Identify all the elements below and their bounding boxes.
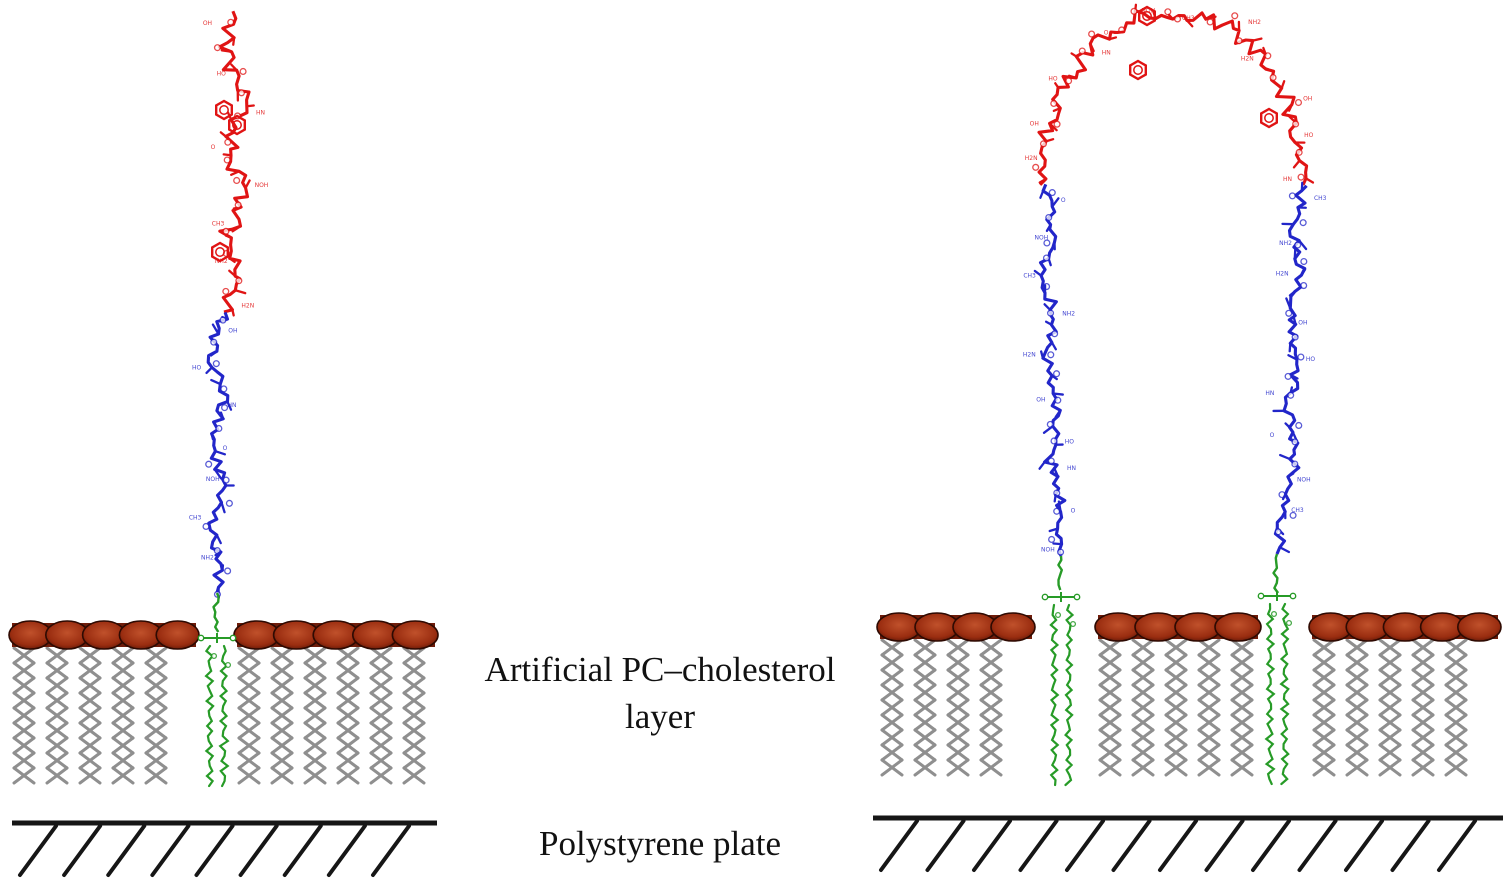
svg-text:OH: OH — [1298, 320, 1307, 327]
svg-text:HO: HO — [1048, 76, 1058, 83]
svg-text:H2N: H2N — [1023, 351, 1036, 358]
svg-text:NOH: NOH — [1034, 234, 1048, 241]
svg-text:HN: HN — [1265, 390, 1274, 397]
svg-text:NOH: NOH — [206, 476, 220, 483]
layer-label-line1: Artificial PC–cholesterol — [484, 650, 836, 689]
svg-text:HO: HO — [192, 365, 202, 372]
left-pc-cholesterol-layer — [8, 620, 439, 785]
right-pc-cholesterol-layer — [876, 612, 1502, 777]
svg-text:O: O — [1071, 507, 1076, 514]
svg-text:CH3: CH3 — [1182, 15, 1195, 22]
svg-text:OH: OH — [1303, 95, 1312, 102]
polystyrene-plate-label: Polystyrene plate — [538, 824, 782, 863]
svg-text:OH: OH — [228, 328, 237, 335]
svg-text:CH3: CH3 — [1291, 507, 1304, 514]
left-polystyrene-plate — [12, 820, 437, 877]
svg-text:HO: HO — [1304, 132, 1314, 139]
right-polystyrene-plate — [873, 815, 1503, 872]
svg-text:O: O — [1104, 29, 1109, 36]
svg-text:HN: HN — [256, 109, 265, 116]
svg-text:NH2: NH2 — [1248, 19, 1261, 26]
svg-text:CH3: CH3 — [189, 515, 202, 522]
svg-text:NOH: NOH — [1041, 546, 1055, 553]
svg-text:HN: HN — [1102, 49, 1111, 56]
svg-text:OH: OH — [1036, 396, 1045, 403]
svg-text:NOH: NOH — [1141, 8, 1155, 15]
svg-text:NH2: NH2 — [201, 554, 214, 561]
svg-text:HO: HO — [217, 71, 227, 78]
svg-text:H2N: H2N — [1276, 271, 1289, 278]
layer-label-line2: layer — [625, 697, 695, 736]
svg-text:NH2: NH2 — [215, 258, 228, 265]
svg-text:HN: HN — [1283, 176, 1292, 183]
svg-text:NOH: NOH — [1297, 477, 1311, 484]
right-looped-molecule: H2N OH HO HN O NOH CH3 NH2 H2N OH HO HN O NOH CH3 NH2 H2… — [1023, 3, 1327, 787]
svg-text:OH: OH — [1030, 120, 1039, 127]
svg-text:NH2: NH2 — [1062, 310, 1075, 317]
svg-text:O: O — [1061, 197, 1066, 204]
svg-text:NH2: NH2 — [1279, 240, 1292, 247]
svg-text:HO: HO — [1306, 356, 1316, 363]
svg-text:HO: HO — [1065, 438, 1075, 445]
svg-text:H2N: H2N — [1025, 155, 1038, 162]
svg-text:CH3: CH3 — [212, 221, 225, 228]
svg-text:CH3: CH3 — [1314, 195, 1327, 202]
svg-text:HN: HN — [227, 402, 236, 409]
svg-text:O: O — [211, 144, 216, 151]
pc-cholesterol-layer-label: Artificial PC–cholesterol layer — [485, 646, 836, 740]
svg-text:H2N: H2N — [241, 302, 254, 309]
svg-text:NOH: NOH — [255, 182, 269, 189]
svg-text:H2N: H2N — [1241, 55, 1254, 62]
svg-text:CH3: CH3 — [1023, 272, 1036, 279]
svg-text:O: O — [1270, 432, 1275, 439]
svg-text:OH: OH — [203, 20, 212, 27]
svg-text:HN: HN — [1067, 465, 1076, 472]
left-immobilized-molecule: OH HO HN O NOH CH3 NH2 H2N OH HO HN O NOH CH3 NH2 — [189, 10, 269, 788]
svg-text:O: O — [223, 445, 228, 452]
